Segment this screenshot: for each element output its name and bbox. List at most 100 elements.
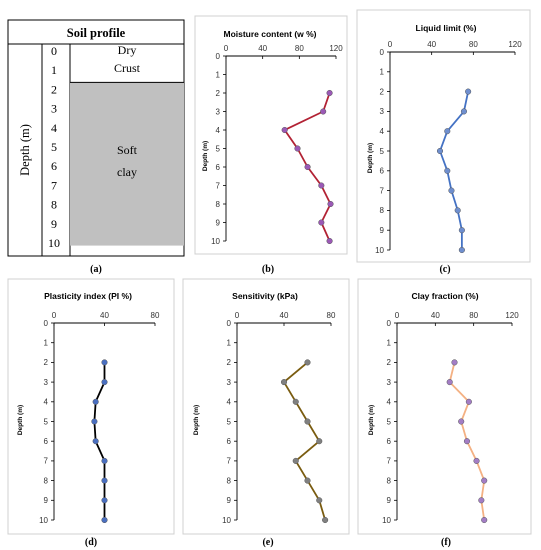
y-tick-label: 8 bbox=[380, 206, 385, 215]
soil-depth-tick-label: 2 bbox=[51, 82, 57, 96]
soil-profile-body: Dry Crust Soft clay 0 1 2 3 4 5 6 7 8 9 10 bbox=[41, 43, 184, 256]
data-point bbox=[304, 477, 311, 484]
soil-profile-title: Soil profile bbox=[67, 26, 126, 40]
y-tick-label: 2 bbox=[387, 358, 392, 367]
y-tick-label: 3 bbox=[44, 378, 49, 387]
soil-depth-tick-label: 3 bbox=[51, 102, 57, 116]
chart-plot-c: 0 40 80 120 0 1 2 3 4 5 6 7 8 9 10 bbox=[375, 40, 522, 255]
y-tick-label: 4 bbox=[387, 398, 392, 407]
panel-label-e: (e) bbox=[262, 537, 273, 548]
y-tick-label: 0 bbox=[380, 48, 385, 57]
data-point bbox=[322, 516, 329, 524]
x-tick-label: 120 bbox=[329, 44, 343, 53]
y-tick-label: 3 bbox=[380, 107, 385, 116]
x-tick-label: 0 bbox=[388, 40, 393, 49]
chart-plot-e: 0 40 80 0 1 2 3 4 5 6 7 8 9 10 bbox=[222, 311, 336, 525]
data-point bbox=[304, 418, 311, 425]
data-point bbox=[436, 147, 444, 155]
x-tick-label: 80 bbox=[295, 44, 304, 53]
chart-title-b: Moisture content (w %) bbox=[223, 29, 316, 39]
y-tick-label: 8 bbox=[227, 476, 232, 485]
y-tick-label: 6 bbox=[380, 167, 385, 176]
y-tick-label: 7 bbox=[44, 457, 49, 466]
chart-title-d: Plasticity index (PI %) bbox=[44, 291, 132, 301]
data-point bbox=[446, 379, 453, 386]
data-point bbox=[92, 398, 99, 405]
panel-label-d: (d) bbox=[85, 537, 97, 548]
x-tick-label: 40 bbox=[427, 40, 436, 49]
y-tick-label: 5 bbox=[216, 144, 221, 153]
soil-layer-shade-1 bbox=[70, 82, 184, 246]
y-tick-label: 7 bbox=[380, 186, 385, 195]
data-point bbox=[473, 457, 480, 464]
data-point bbox=[463, 438, 471, 445]
chart-plot-b: 0 40 80 120 0 1 2 3 4 5 6 7 8 9 10 bbox=[211, 44, 343, 246]
x-tick-label: 80 bbox=[327, 311, 336, 320]
y-tick-label: 1 bbox=[387, 339, 392, 348]
data-point bbox=[451, 359, 458, 366]
data-point bbox=[318, 182, 325, 189]
y-tick-label: 5 bbox=[387, 417, 392, 426]
x-tick-label: 40 bbox=[280, 311, 289, 320]
chart-ylabel-c: Depth (m) bbox=[367, 143, 374, 173]
soil-depth-tick-label: 6 bbox=[51, 159, 57, 173]
y-tick-label: 3 bbox=[387, 378, 392, 387]
x-tick-label: 0 bbox=[395, 311, 400, 320]
soil-depth-tick-label: 7 bbox=[51, 178, 57, 192]
y-tick-label: 2 bbox=[380, 87, 385, 96]
x-tick-label: 80 bbox=[151, 311, 160, 320]
x-tick-label: 120 bbox=[505, 311, 519, 320]
data-point bbox=[92, 438, 99, 445]
chart-ylabel-f: Depth (m) bbox=[368, 405, 375, 435]
x-tick-label: 0 bbox=[52, 311, 57, 320]
data-point bbox=[320, 108, 327, 115]
y-tick-label: 8 bbox=[387, 476, 392, 485]
x-tick-label: 0 bbox=[224, 44, 229, 53]
data-point bbox=[304, 359, 311, 366]
chart-frame-e bbox=[182, 278, 350, 535]
chart-frame-f bbox=[357, 278, 532, 535]
y-tick-label: 2 bbox=[216, 89, 221, 98]
y-tick-label: 9 bbox=[387, 496, 392, 505]
soil-depth-tick-label: 5 bbox=[51, 140, 57, 154]
chart-panel-d: Plasticity index (PI %) Depth (m) (d) 0 4… bbox=[7, 278, 175, 548]
soil-profile-panel: Soil profile Dry Crust Soft clay 0 1 2 3 4 5 6 7 8 9 1… bbox=[7, 19, 185, 275]
y-tick-label: 6 bbox=[227, 437, 232, 446]
chart-title-f: Clay fraction (%) bbox=[411, 291, 478, 301]
data-point bbox=[458, 246, 465, 254]
chart-frame-d bbox=[7, 278, 175, 535]
y-tick-label: 6 bbox=[216, 163, 221, 172]
data-point bbox=[101, 477, 108, 484]
data-point bbox=[280, 379, 288, 386]
y-tick-label: 10 bbox=[222, 516, 231, 525]
chart-ylabel-b: Depth (m) bbox=[202, 141, 209, 171]
data-point bbox=[318, 219, 325, 226]
y-tick-label: 2 bbox=[227, 358, 232, 367]
y-tick-label: 4 bbox=[227, 398, 232, 407]
y-tick-label: 0 bbox=[387, 319, 392, 328]
panel-label-a: (a) bbox=[90, 264, 102, 275]
y-tick-label: 10 bbox=[375, 246, 384, 255]
data-point bbox=[91, 418, 98, 425]
y-tick-label: 1 bbox=[227, 339, 232, 348]
y-tick-label: 4 bbox=[44, 398, 49, 407]
y-tick-label: 9 bbox=[380, 226, 385, 235]
data-point bbox=[481, 477, 488, 484]
data-point bbox=[292, 398, 299, 405]
y-tick-label: 9 bbox=[227, 496, 232, 505]
soil-layer-label: Dry bbox=[118, 43, 137, 57]
data-point bbox=[458, 418, 465, 425]
y-tick-label: 9 bbox=[44, 496, 49, 505]
y-tick-label: 10 bbox=[39, 516, 48, 525]
y-tick-label: 8 bbox=[44, 476, 49, 485]
y-tick-label: 1 bbox=[44, 339, 49, 348]
data-point bbox=[101, 516, 108, 524]
y-tick-label: 6 bbox=[387, 437, 392, 446]
y-tick-label: 0 bbox=[227, 319, 232, 328]
data-point bbox=[101, 359, 108, 366]
data-point bbox=[458, 227, 465, 234]
x-tick-label: 40 bbox=[258, 44, 267, 53]
y-tick-label: 1 bbox=[216, 70, 221, 79]
y-tick-label: 5 bbox=[227, 417, 232, 426]
y-tick-label: 5 bbox=[380, 147, 385, 156]
